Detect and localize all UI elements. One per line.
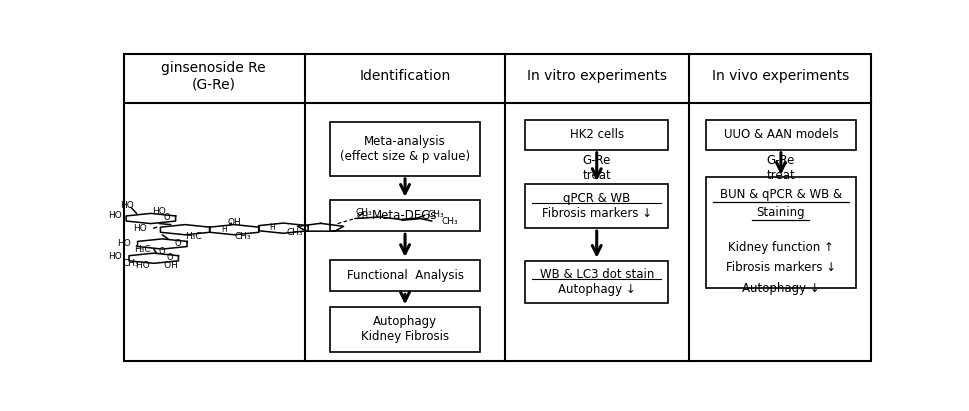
Text: CH₃: CH₃ <box>234 232 251 241</box>
FancyBboxPatch shape <box>329 200 480 231</box>
Text: G-Re
treat: G-Re treat <box>581 154 610 182</box>
Text: HO: HO <box>152 208 166 216</box>
FancyBboxPatch shape <box>525 261 668 303</box>
Text: G-Re
treat: G-Re treat <box>766 154 795 182</box>
FancyBboxPatch shape <box>525 184 668 228</box>
Text: Functional  Analysis: Functional Analysis <box>346 269 463 282</box>
Text: H₃C: H₃C <box>185 232 202 241</box>
Text: BUN & qPCR & WB &: BUN & qPCR & WB & <box>719 188 841 201</box>
Text: O: O <box>159 247 166 256</box>
Text: CH₃: CH₃ <box>427 210 444 219</box>
Text: H: H <box>221 225 227 234</box>
Text: Autophagy ↓: Autophagy ↓ <box>741 282 819 295</box>
FancyBboxPatch shape <box>525 120 668 150</box>
Text: HO     OH: HO OH <box>136 261 177 270</box>
Text: UUO & AAN models: UUO & AAN models <box>723 128 837 141</box>
Text: Fibrosis markers ↓: Fibrosis markers ↓ <box>725 261 835 274</box>
Text: CH₃: CH₃ <box>286 228 303 237</box>
Text: HK2 cells: HK2 cells <box>569 128 623 141</box>
Text: HO: HO <box>133 224 146 233</box>
FancyBboxPatch shape <box>329 307 480 351</box>
FancyBboxPatch shape <box>329 260 480 291</box>
Text: CH: CH <box>356 212 368 222</box>
Text: CH₃: CH₃ <box>442 217 458 226</box>
Text: H₃C: H₃C <box>134 245 150 254</box>
Text: Staining: Staining <box>756 206 804 219</box>
Text: CH₃: CH₃ <box>355 208 371 217</box>
Text: OH: OH <box>227 218 241 227</box>
Text: HO: HO <box>117 240 131 249</box>
Text: H: H <box>268 223 274 232</box>
Text: O: O <box>174 239 181 248</box>
Text: Autophagy
Kidney Fibrosis: Autophagy Kidney Fibrosis <box>360 315 449 344</box>
Text: O: O <box>163 213 170 222</box>
Text: In vitro experiments: In vitro experiments <box>526 69 666 83</box>
Text: HO: HO <box>109 211 122 220</box>
Text: WB & LC3 dot stain
Autophagy ↓: WB & LC3 dot stain Autophagy ↓ <box>539 268 653 296</box>
FancyBboxPatch shape <box>705 178 856 288</box>
Text: ginsenoside Re
(G-Re): ginsenoside Re (G-Re) <box>161 61 266 91</box>
Text: Meta-DEGs: Meta-DEGs <box>372 209 437 222</box>
Text: Meta-analysis
(effect size & p value): Meta-analysis (effect size & p value) <box>339 135 470 163</box>
Text: HO: HO <box>109 252 122 261</box>
Text: Kidney function ↑: Kidney function ↑ <box>727 240 833 254</box>
Text: Identification: Identification <box>359 69 451 83</box>
Text: HO: HO <box>119 201 134 210</box>
Text: CH₃: CH₃ <box>122 259 139 268</box>
Text: In vivo experiments: In vivo experiments <box>711 69 849 83</box>
FancyBboxPatch shape <box>329 122 480 176</box>
Text: O: O <box>166 253 172 262</box>
Text: qPCR & WB
Fibrosis markers ↓: qPCR & WB Fibrosis markers ↓ <box>541 192 651 220</box>
FancyBboxPatch shape <box>123 54 870 361</box>
FancyBboxPatch shape <box>705 120 856 150</box>
